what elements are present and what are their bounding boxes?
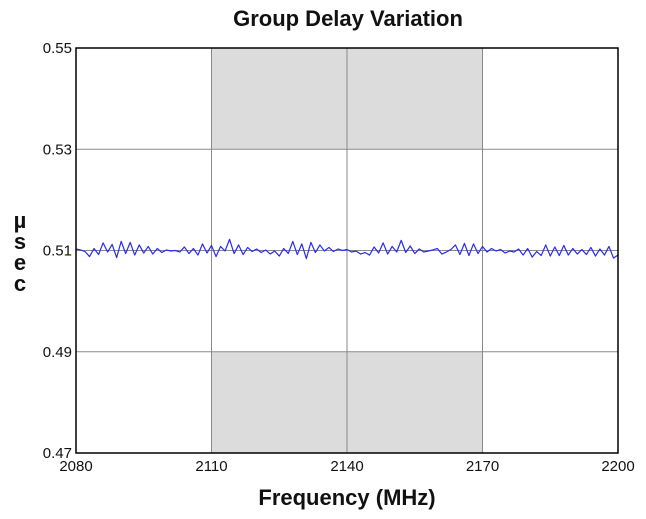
y-tick-label: 0.53 [43,141,72,158]
x-tick-labels: 2080 2110 2140 2170 2200 [59,458,634,475]
chart-title: Group Delay Variation [233,6,463,31]
plot-frame [75,47,619,454]
y-tick-labels: 0.47 0.49 0.51 0.53 0.55 [43,40,72,462]
x-tick-label: 2140 [330,458,363,475]
y-tick-label: 0.51 [43,243,72,260]
y-tick-label: 0.47 [43,445,72,462]
x-tick-label: 2080 [59,458,92,475]
x-tick-label: 2200 [601,458,634,475]
grid-lines [76,48,618,453]
y-tick-label: 0.49 [43,344,72,361]
series-layer [75,238,619,260]
x-tick-label: 2170 [466,458,499,475]
y-tick-label: 0.55 [43,40,72,57]
x-axis-label: Frequency (MHz) [258,485,435,510]
x-tick-label: 2110 [195,458,227,475]
series-line-0 [75,238,619,260]
